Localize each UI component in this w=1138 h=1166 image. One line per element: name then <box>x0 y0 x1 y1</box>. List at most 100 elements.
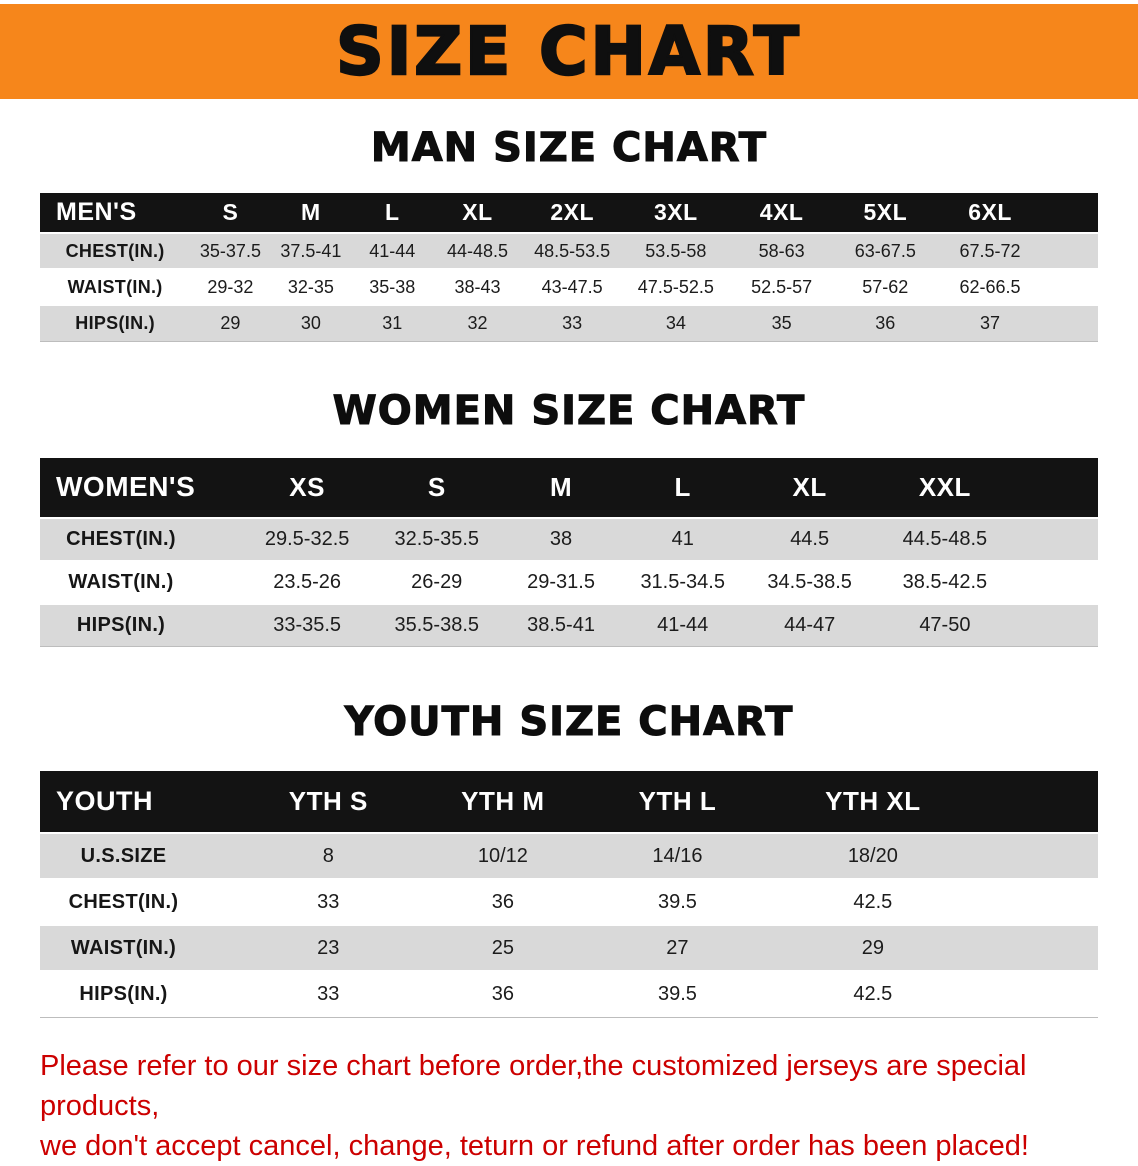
size-value-cell: 26-29 <box>411 570 463 593</box>
size-value-cell: 44-48.5 <box>446 240 508 261</box>
size-column-header: S <box>190 193 271 233</box>
men-section: MAN SIZE CHART MEN'S S M L XL 2XL 3XL 4XL 5XL 6XL… <box>0 124 1138 342</box>
table-corner-label: YOUTH <box>40 771 242 833</box>
row-label-cell: WAIST(IN.) <box>70 936 177 959</box>
table-row: U.S.SIZE 8 10/12 14/16 18/20 <box>40 833 1098 879</box>
youth-section-heading: YOUTH SIZE CHART <box>344 698 794 745</box>
size-column-header: 4XL <box>728 193 835 233</box>
size-value-cell: 38.5-42.5 <box>902 570 988 593</box>
size-value-cell: 43-47.5 <box>541 276 603 297</box>
women-section-heading: WOMEN SIZE CHART <box>332 387 806 434</box>
size-value-cell: 14/16 <box>652 844 703 867</box>
size-value-cell: 67.5-72 <box>959 240 1021 261</box>
size-value-cell: 52.5-57 <box>751 276 813 297</box>
size-value-cell: 33 <box>317 890 340 913</box>
size-value-cell: 37 <box>980 312 1001 333</box>
size-value-cell: 33 <box>317 982 340 1005</box>
men-size-table: MEN'S S M L XL 2XL 3XL 4XL 5XL 6XL CHEST(IN.) 35-37… <box>40 193 1098 342</box>
size-column-header: 5XL <box>834 193 937 233</box>
size-value-cell: 41 <box>671 527 694 550</box>
row-label-cell: CHEST(IN.) <box>66 527 176 550</box>
youth-size-table: YOUTH YTH S YTH M YTH L YTH XL U.S.SIZE 8 10/12… <box>40 771 1098 1018</box>
size-value-cell: 41-44 <box>657 613 709 636</box>
size-value-cell: 39.5 <box>657 982 697 1005</box>
size-chart-page: SIZE CHART MAN SIZE CHART MEN'S S M L XL 2XL 3… <box>0 4 1138 1166</box>
size-value-cell: 44-47 <box>784 613 836 636</box>
size-value-cell: 31 <box>382 312 403 333</box>
women-section: WOMEN SIZE CHART WOMEN'S XS S M L XL XXL CHEST(… <box>0 387 1138 647</box>
size-value-cell: 32 <box>467 312 488 333</box>
size-value-cell: 33 <box>562 312 583 333</box>
size-value-cell: 41-44 <box>369 240 416 261</box>
size-value-cell: 34 <box>665 312 686 333</box>
size-column-header: XS <box>241 457 374 518</box>
size-value-cell: 29-32 <box>207 276 254 297</box>
table-row: CHEST(IN.) 33 36 39.5 42.5 <box>40 879 1098 925</box>
size-value-cell: 35-38 <box>369 276 416 297</box>
size-value-cell: 31.5-34.5 <box>640 570 725 593</box>
size-value-cell: 33-35.5 <box>273 613 342 636</box>
table-corner-label: MEN'S <box>40 193 191 233</box>
size-value-cell: 53.5-58 <box>645 240 707 261</box>
size-value-cell: 23 <box>317 936 340 959</box>
size-value-cell: 42.5 <box>853 890 893 913</box>
size-value-cell: 38 <box>549 527 573 550</box>
size-column-header: YTH L <box>590 771 765 833</box>
table-row: WAIST(IN.) 23.5-26 26-29 29-31.5 31.5-34.5 34… <box>40 560 1098 604</box>
size-value-cell: 58-63 <box>758 240 805 261</box>
size-value-cell: 44.5 <box>790 527 830 550</box>
size-column-header: XL <box>743 457 876 518</box>
size-value-cell: 18/20 <box>847 844 898 867</box>
size-value-cell: 38.5-41 <box>527 613 595 636</box>
row-label-cell: U.S.SIZE <box>80 844 167 867</box>
table-row: WAIST(IN.) 23 25 27 29 <box>40 925 1098 971</box>
size-value-cell: 48.5-53.5 <box>534 240 611 261</box>
size-value-cell: 29 <box>861 936 884 959</box>
size-value-cell: 36 <box>875 312 896 333</box>
size-value-cell: 34.5-38.5 <box>767 570 852 593</box>
header-row: WOMEN'S XS S M L XL XXL <box>40 457 1098 518</box>
row-label-cell: WAIST(IN.) <box>68 570 174 593</box>
size-value-cell: 36 <box>491 982 514 1005</box>
size-value-cell: 47.5-52.5 <box>637 276 714 297</box>
size-value-cell: 47-50 <box>919 613 971 636</box>
table-row: CHEST(IN.) 29.5-32.5 32.5-35.5 38 41 44.5 44.5… <box>40 517 1098 561</box>
order-notice: Please refer to our size chart before or… <box>40 1046 1108 1166</box>
men-table-wrap: MEN'S S M L XL 2XL 3XL 4XL 5XL 6XL CHEST(IN.) 35-37… <box>40 193 1098 342</box>
row-label-cell: HIPS(IN.) <box>79 982 168 1005</box>
table-row: CHEST(IN.) 35-37.5 37.5-41 41-44 44-48.5 48.5… <box>40 233 1098 269</box>
women-size-table: WOMEN'S XS S M L XL XXL CHEST(IN.) 29.5-32.5 32.5… <box>40 457 1098 647</box>
size-column-header: L <box>621 457 744 518</box>
size-value-cell: 29.5-32.5 <box>264 527 350 550</box>
size-column-header: XL <box>433 193 522 233</box>
size-column-header: S <box>373 457 501 518</box>
table-row: WAIST(IN.) 29-32 32-35 35-38 38-43 43-47.5 47.… <box>40 269 1098 305</box>
size-value-cell: 38-43 <box>454 276 501 297</box>
size-value-cell: 29-31.5 <box>527 570 595 593</box>
size-value-cell: 8 <box>322 844 334 867</box>
size-value-cell: 29 <box>220 312 241 333</box>
row-label-cell: HIPS(IN.) <box>76 613 166 636</box>
banner: SIZE CHART <box>0 4 1138 99</box>
row-label-cell: CHEST(IN.) <box>65 240 165 261</box>
size-value-cell: 10/12 <box>477 844 528 867</box>
size-column-header: YTH XL <box>764 771 1098 833</box>
size-value-cell: 23.5-26 <box>273 570 342 593</box>
size-value-cell: 32-35 <box>287 276 334 297</box>
size-value-cell: 63-67.5 <box>854 240 916 261</box>
size-value-cell: 62-66.5 <box>959 276 1021 297</box>
table-corner-label: WOMEN'S <box>40 457 242 518</box>
row-label-cell: HIPS(IN.) <box>75 312 155 333</box>
size-column-header: 2XL <box>521 193 623 233</box>
notice-line-1: Please refer to our size chart before or… <box>40 1049 1027 1122</box>
header-row: YOUTH YTH S YTH M YTH L YTH XL <box>40 771 1098 833</box>
size-value-cell: 35.5-38.5 <box>394 613 479 636</box>
size-column-header: YTH M <box>415 771 591 833</box>
size-value-cell: 25 <box>491 936 514 959</box>
size-column-header: XXL <box>875 457 1098 518</box>
size-value-cell: 44.5-48.5 <box>902 527 988 550</box>
size-column-header: 6XL <box>936 193 1098 233</box>
size-value-cell: 35 <box>771 312 792 333</box>
size-value-cell: 32.5-35.5 <box>394 527 479 550</box>
size-value-cell: 36 <box>491 890 514 913</box>
